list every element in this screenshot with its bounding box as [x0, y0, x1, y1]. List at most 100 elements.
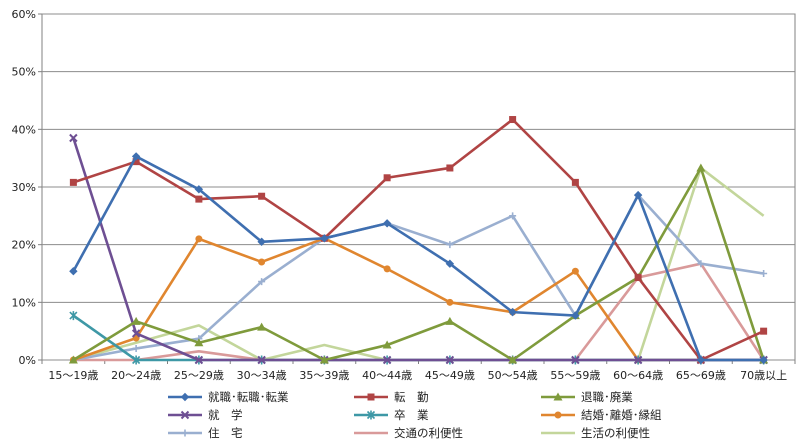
data-point: [445, 316, 455, 325]
data-point: [181, 429, 189, 437]
series-layer: [68, 116, 769, 365]
series: [69, 234, 768, 364]
data-point: [697, 260, 705, 268]
legend-label: 結婚･離婚･縁組: [581, 408, 662, 422]
data-point: [445, 355, 455, 365]
series: [69, 116, 768, 364]
data-point: [383, 174, 391, 182]
series: [69, 133, 768, 365]
data-point: [509, 116, 517, 124]
legend-item: 就 学: [168, 408, 243, 422]
data-point: [258, 278, 266, 286]
data-point: [132, 344, 140, 352]
data-point: [383, 265, 391, 273]
data-point: [319, 355, 329, 364]
data-point: [257, 322, 267, 331]
data-point: [508, 355, 518, 364]
y-axis: 0% 10% 20% 30% 40% 50% 60%: [12, 8, 42, 367]
data-point: [446, 241, 454, 249]
data-point: [194, 355, 204, 365]
x-tick-label: 45～49歳: [425, 369, 475, 382]
x-tick-label: 40～44歳: [362, 369, 412, 382]
series: [73, 262, 765, 362]
series-line: [73, 166, 765, 362]
y-tick-label: 50%: [12, 66, 36, 79]
data-point: [320, 234, 329, 243]
data-point: [445, 259, 455, 268]
data-point: [132, 355, 141, 365]
legend-item: 退職･廃業: [541, 390, 633, 404]
data-point: [195, 195, 203, 203]
x-tick-label: 30～34歳: [237, 369, 287, 382]
data-point: [446, 298, 454, 306]
data-point: [69, 178, 77, 186]
x-tick-label: 55～59歳: [550, 369, 600, 382]
data-point: [571, 178, 579, 186]
data-point: [759, 355, 768, 365]
legend-item: 卒 業: [354, 408, 429, 422]
data-point: [571, 355, 580, 365]
data-point: [509, 212, 517, 220]
data-point: [367, 393, 375, 401]
legend-item: 住 宅: [168, 426, 243, 440]
x-tick-label: 15～19歳: [48, 369, 98, 382]
legend-label: 就職･転職･転業: [208, 390, 289, 404]
data-point: [258, 258, 266, 266]
x-tick-label: 50～54歳: [488, 369, 538, 382]
data-point: [69, 266, 78, 276]
legend-label: 就 学: [208, 408, 243, 422]
data-point: [571, 267, 579, 275]
data-point: [131, 316, 141, 325]
x-tick-label: 20～24歳: [111, 369, 161, 382]
data-point: [382, 340, 392, 349]
data-point: [382, 219, 392, 228]
legend-item: 生活の利便性: [541, 426, 650, 440]
data-point: [257, 237, 266, 246]
legend-item: 就職･転職･転業: [168, 390, 289, 404]
y-tick-label: 20%: [12, 239, 36, 252]
data-point: [553, 392, 563, 401]
y-tick-label: 40%: [12, 123, 36, 136]
data-point: [131, 152, 141, 161]
series: [73, 166, 765, 362]
data-point: [366, 410, 376, 420]
data-point: [257, 355, 266, 365]
data-point: [68, 355, 78, 364]
y-tick-label: 30%: [12, 181, 36, 194]
series-line: [72, 155, 764, 362]
data-point: [194, 338, 204, 347]
data-point: [760, 327, 768, 335]
data-point: [508, 307, 517, 317]
legend-label: 生活の利便性: [581, 426, 650, 440]
legend-item: 交通の利便性: [354, 426, 463, 440]
data-point: [446, 164, 454, 172]
data-point: [571, 311, 580, 320]
series-line: [72, 166, 765, 362]
data-point: [132, 158, 140, 166]
x-tick-label: 65～69歳: [676, 369, 726, 382]
legend-item: 転 勤: [354, 390, 429, 404]
x-tick-label: 25～29歳: [174, 369, 224, 382]
data-point: [696, 163, 706, 172]
x-tick-label: 60～64歳: [613, 369, 663, 382]
y-tick-label: 0%: [19, 354, 36, 367]
data-point: [382, 355, 392, 365]
data-point: [696, 355, 706, 365]
data-point: [180, 392, 190, 402]
legend: 就職･転職･転業 転 勤 退職･廃業就 学 卒 業 結婚･離婚･縁組住 宅 交通の利便性 生…: [168, 390, 662, 440]
series: [69, 311, 768, 365]
data-point: [131, 329, 141, 338]
legend-label: 交通の利便性: [394, 426, 463, 440]
y-tick-label: 60%: [12, 8, 36, 21]
data-point: [194, 185, 204, 194]
series: [69, 152, 768, 365]
legend-label: 転 勤: [394, 390, 429, 404]
series-line: [72, 118, 765, 362]
y-tick-label: 10%: [12, 296, 36, 309]
data-point: [195, 235, 203, 243]
legend-label: 退職･廃業: [581, 390, 633, 404]
data-point: [554, 411, 562, 419]
x-axis: 15～19歳 20～24歳 25～29歳 30～34歳 35～39歳 40～44歳 45～4…: [41, 360, 796, 382]
